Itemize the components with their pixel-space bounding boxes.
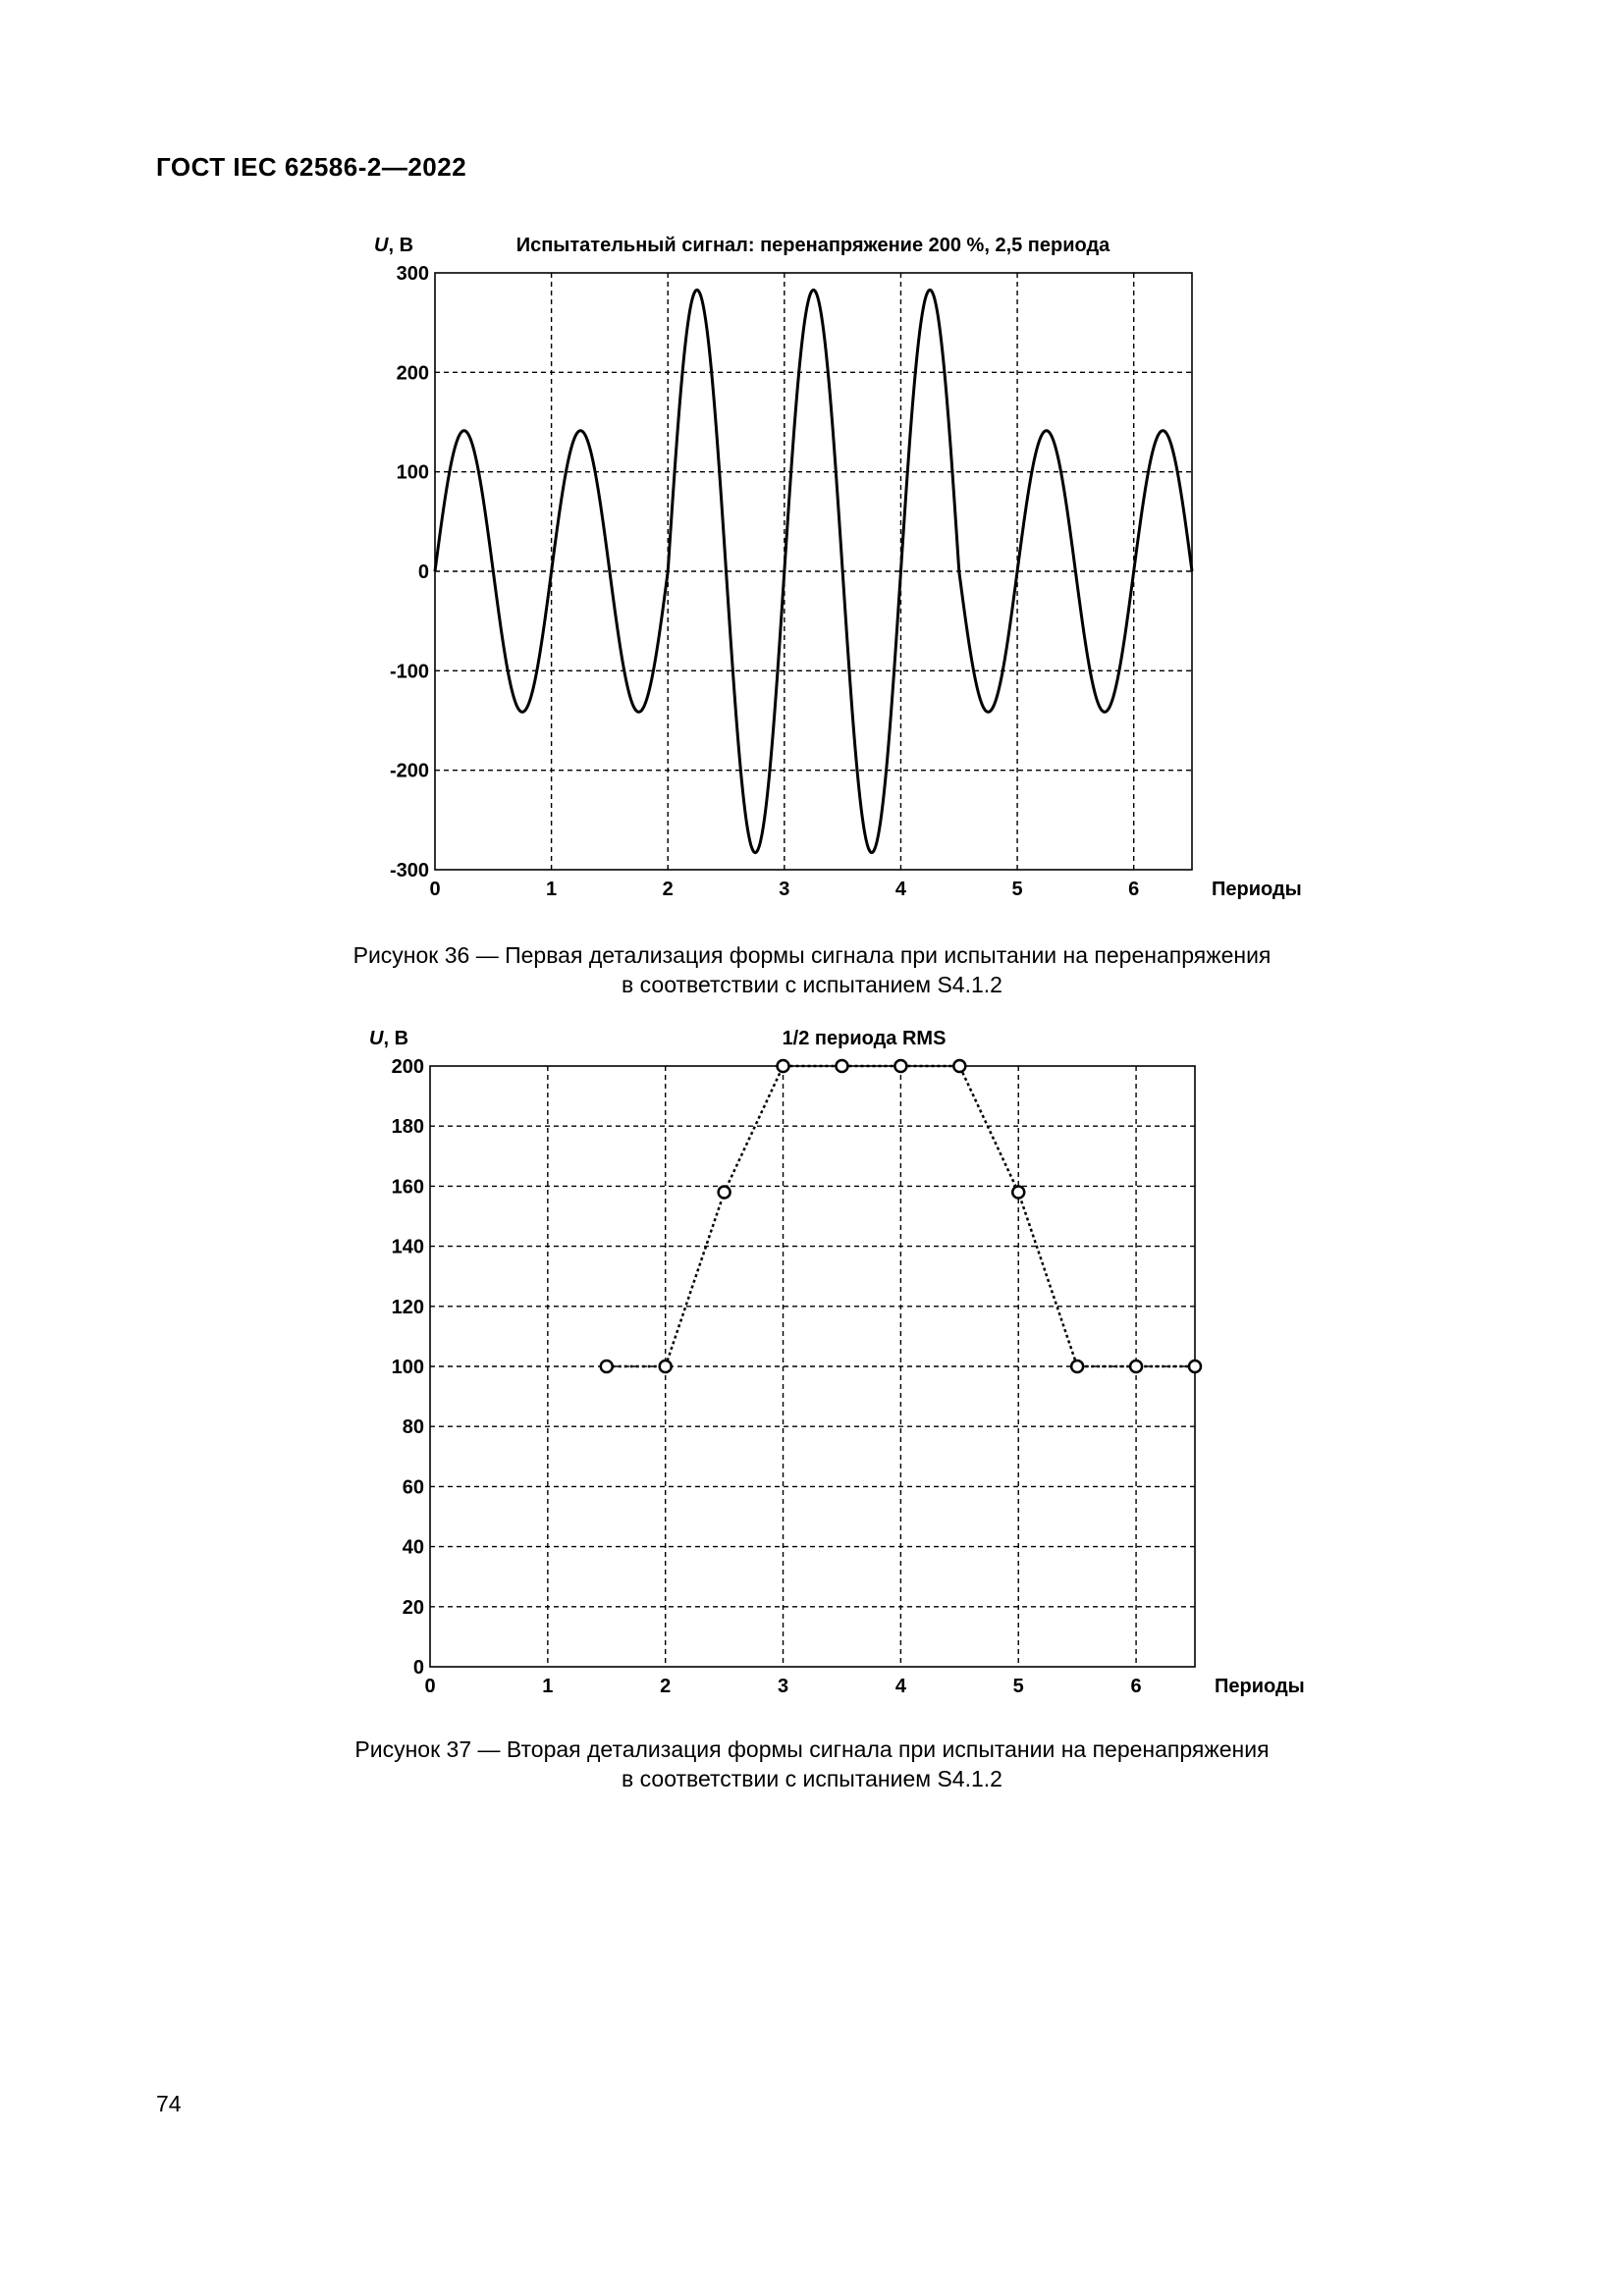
y-tick-labels: 300 200 100 0 -100 -200 -300 — [390, 263, 429, 881]
y-tick-label: -200 — [390, 761, 429, 782]
x-tick-labels: 0 1 2 3 4 5 6 — [429, 879, 1139, 900]
data-point-marker — [599, 1359, 615, 1374]
y-tick-label: 0 — [418, 561, 429, 583]
x-tick-labels: 0 1 2 3 4 5 6 — [424, 1676, 1141, 1697]
figure-36-caption-line-2: в соответствии с испытанием S4.1.2 — [622, 972, 1002, 997]
x-tick-label: 5 — [1012, 879, 1023, 900]
y-tick-label: 300 — [397, 263, 429, 285]
data-point-marker — [776, 1058, 790, 1074]
y-tick-label: 200 — [392, 1056, 424, 1078]
y-tick-label: 20 — [403, 1597, 424, 1619]
waveform-line — [433, 288, 1194, 855]
grid-lines — [430, 1066, 1195, 1667]
data-point-marker — [1010, 1185, 1026, 1200]
data-point-marker — [952, 1058, 967, 1074]
y-tick-label: 160 — [392, 1176, 424, 1198]
y-axis-label: U, В — [369, 1028, 408, 1049]
rms-points — [599, 1058, 1203, 1374]
data-point-marker — [1187, 1359, 1203, 1374]
x-axis-label: Периоды — [1215, 1676, 1305, 1697]
y-tick-label: -300 — [390, 860, 429, 881]
x-tick-label: 3 — [779, 879, 789, 900]
y-tick-label: 200 — [397, 362, 429, 384]
x-tick-label: 4 — [895, 1676, 907, 1697]
x-tick-label: 5 — [1013, 1676, 1024, 1697]
figure-37-caption: Рисунок 37 — Вторая детализация формы си… — [0, 1735, 1624, 1793]
x-tick-label: 3 — [778, 1676, 788, 1697]
data-point-marker — [658, 1359, 673, 1374]
figure-36-caption: Рисунок 36 — Первая детализация формы си… — [0, 940, 1624, 999]
x-tick-label: 6 — [1131, 1676, 1142, 1697]
x-tick-label: 6 — [1128, 879, 1139, 900]
data-point-marker — [835, 1058, 849, 1074]
chart-title: 1/2 периода RMS — [783, 1028, 947, 1049]
figure-36-caption-line-1: Рисунок 36 — Первая детализация формы си… — [352, 942, 1272, 968]
y-tick-label: 80 — [403, 1416, 424, 1438]
y-tick-label: 100 — [392, 1357, 424, 1378]
chart-title: Испытательный сигнал: перенапряжение 200… — [516, 235, 1110, 256]
y-axis-label: U, В — [374, 235, 413, 256]
x-tick-label: 4 — [895, 879, 907, 900]
y-tick-label: 140 — [392, 1237, 424, 1258]
page-number: 74 — [156, 2091, 182, 2116]
x-tick-label: 0 — [429, 879, 440, 900]
x-tick-label: 1 — [546, 879, 557, 900]
grid-lines — [435, 273, 1192, 870]
figure-37-caption-line-1: Рисунок 37 — Вторая детализация формы си… — [354, 1736, 1270, 1762]
data-point-marker — [1128, 1359, 1144, 1374]
y-tick-label: 40 — [403, 1537, 424, 1559]
data-point-marker — [893, 1058, 908, 1074]
y-tick-label: 120 — [392, 1297, 424, 1318]
data-point-marker — [1069, 1359, 1085, 1374]
y-tick-label: -100 — [390, 661, 429, 682]
x-tick-label: 0 — [424, 1676, 435, 1697]
y-axis-label-unit: , В — [388, 235, 413, 256]
x-axis-label: Периоды — [1212, 879, 1302, 900]
document-code-header: ГОСТ IEC 62586-2—2022 — [156, 152, 467, 182]
y-axis-label-symbol: U — [369, 1028, 384, 1049]
y-axis-label-unit: , В — [383, 1028, 408, 1049]
x-tick-label: 1 — [542, 1676, 553, 1697]
figure-36-chart: 300 200 100 0 -100 -200 -300 0 1 2 3 4 5 6 U, В Испы… — [374, 235, 1302, 900]
figure-37-caption-line-2: в соответствии с испытанием S4.1.2 — [622, 1766, 1002, 1791]
y-axis-label-symbol: U — [374, 235, 389, 256]
y-tick-label: 100 — [397, 462, 429, 484]
x-tick-label: 2 — [663, 879, 674, 900]
y-tick-label: 0 — [413, 1657, 424, 1679]
x-tick-label: 2 — [660, 1676, 671, 1697]
y-tick-label: 60 — [403, 1476, 424, 1498]
y-tick-label: 180 — [392, 1116, 424, 1138]
data-point-marker — [717, 1185, 731, 1200]
